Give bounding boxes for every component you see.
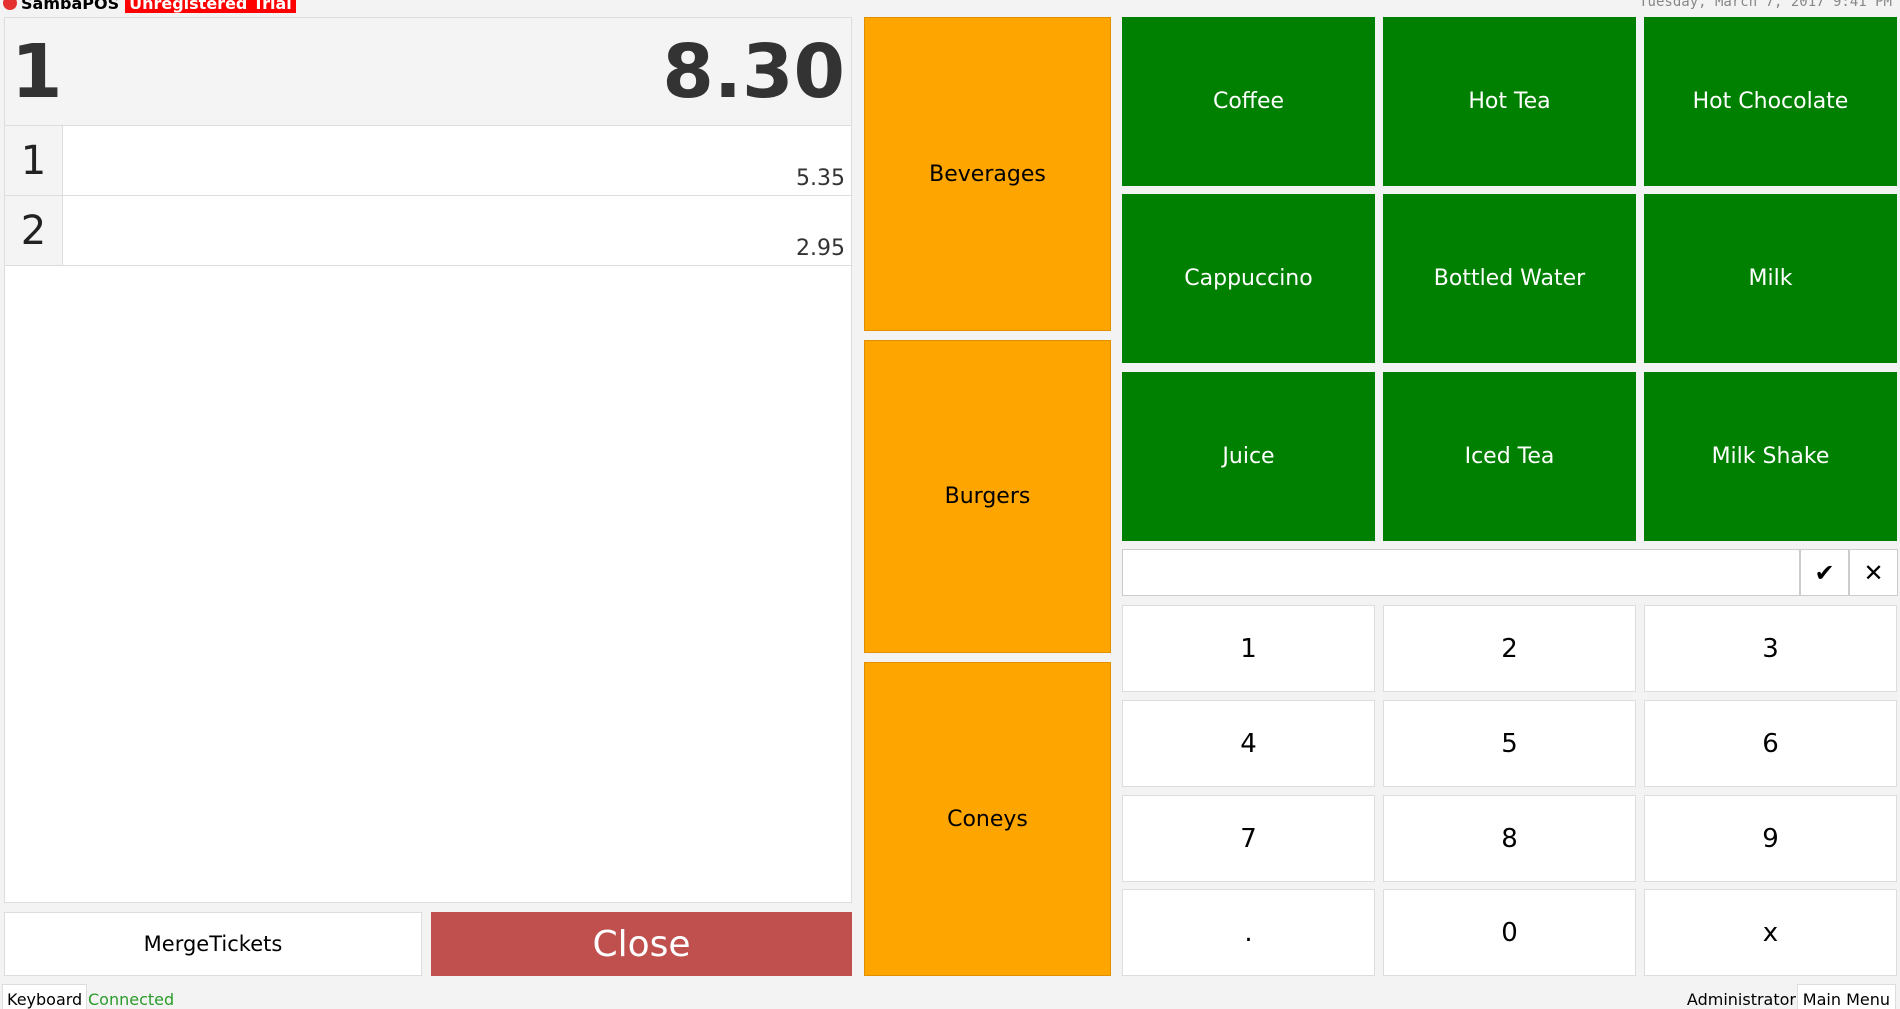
clear-x-icon[interactable]: ✕ [1849,549,1898,596]
numpad-key[interactable]: 5 [1383,700,1636,787]
product-button[interactable]: Milk [1644,194,1897,363]
keyboard-button[interactable]: Keyboard [2,984,88,1009]
category-burgers[interactable]: Burgers [864,340,1111,653]
row-number: 2 [5,196,63,265]
user-name: Administrator [1686,990,1796,1009]
app-title: SambaPOS [21,0,120,13]
numpad-key[interactable]: 6 [1644,700,1897,787]
merge-label: Merge [143,931,210,956]
numpad-key[interactable]: 8 [1383,795,1636,882]
numpad-key[interactable]: 7 [1122,795,1375,882]
ticket-row[interactable]: 1 5.35 [5,126,851,196]
merge-tickets-button[interactable]: Merge Tickets [4,912,422,976]
datetime: Tuesday, March 7, 2017 9:41 PM [1639,0,1892,10]
numpad-key[interactable]: x [1644,889,1897,976]
ticket-panel: 1 8.30 1 5.35 2 2.95 [4,17,852,903]
product-button[interactable]: Coffee [1122,17,1375,186]
close-button[interactable]: Close [431,912,852,976]
product-button[interactable]: Cappuccino [1122,194,1375,363]
title-bar: SambaPOS Unregistered Trial [0,0,296,13]
numpad-key[interactable]: 0 [1383,889,1636,976]
product-button[interactable]: Juice [1122,372,1375,541]
numpad-key[interactable]: 1 [1122,605,1375,692]
merge-label: Tickets [209,931,283,956]
numpad-key[interactable]: 3 [1644,605,1897,692]
ticket-header: 1 8.30 [5,18,851,126]
product-button[interactable]: Hot Tea [1383,17,1636,186]
product-button[interactable]: Milk Shake [1644,372,1897,541]
product-button[interactable]: Hot Chocolate [1644,17,1897,186]
row-number: 1 [5,126,63,195]
ticket-total: 8.30 [662,28,845,115]
ticket-number: 1 [11,28,63,115]
numpad-key[interactable]: . [1122,889,1375,976]
ticket-row[interactable]: 2 2.95 [5,196,851,266]
trial-badge: Unregistered Trial [125,0,296,13]
category-beverages[interactable]: Beverages [864,17,1111,331]
confirm-check-icon[interactable]: ✔ [1800,549,1849,596]
row-amount: 5.35 [796,166,845,191]
connection-status: Connected [88,990,175,1009]
row-amount: 2.95 [796,236,845,261]
numpad-key[interactable]: 9 [1644,795,1897,882]
numpad-input[interactable] [1122,549,1800,596]
category-coneys[interactable]: Coneys [864,662,1111,976]
numpad-key[interactable]: 2 [1383,605,1636,692]
product-button[interactable]: Bottled Water [1383,194,1636,363]
app-logo-icon [3,0,17,10]
main-menu-button[interactable]: Main Menu [1796,984,1896,1009]
numpad-key[interactable]: 4 [1122,700,1375,787]
product-button[interactable]: Iced Tea [1383,372,1636,541]
